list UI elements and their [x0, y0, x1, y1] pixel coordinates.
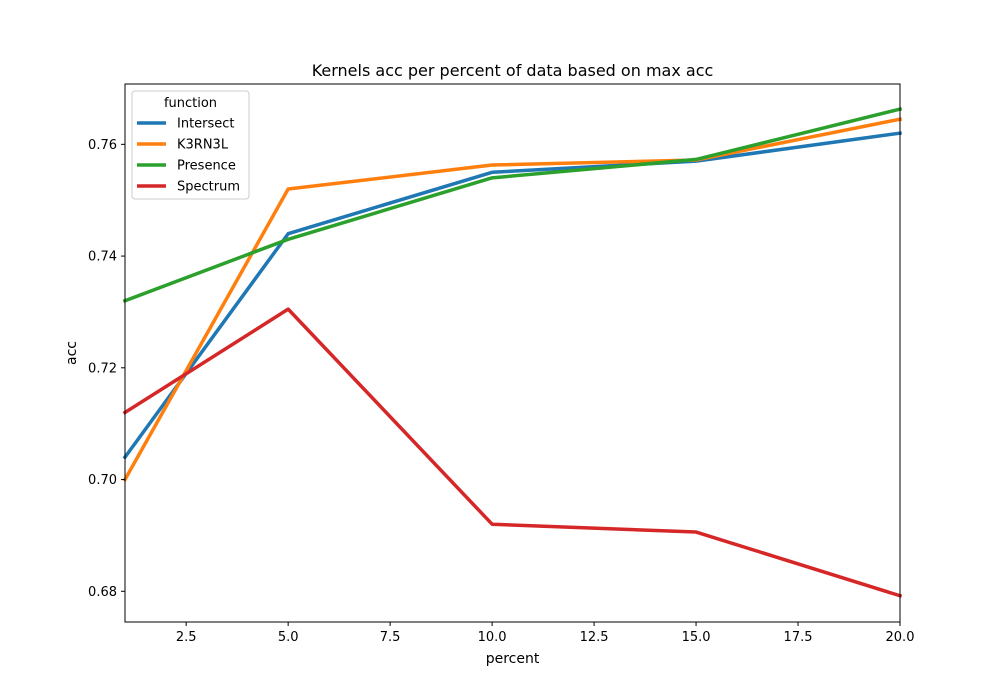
x-tick-label: 20.0 — [886, 630, 915, 645]
plot-area — [125, 84, 900, 622]
y-axis-label: acc — [64, 341, 80, 365]
x-tick-label: 7.5 — [380, 630, 401, 645]
x-axis-label: percent — [486, 651, 540, 667]
series-line-k3rn3l — [122, 117, 903, 482]
chart-title: Kernels acc per percent of data based on… — [312, 61, 714, 80]
y-tick-label: 0.72 — [88, 361, 117, 376]
series-line-spectrum — [122, 307, 903, 598]
legend-label-presence: Presence — [177, 159, 236, 174]
legend-label-intersect: Intersect — [177, 117, 235, 132]
y-tick-label: 0.68 — [88, 585, 117, 600]
legend-box — [131, 90, 250, 200]
y-tick-label: 0.76 — [88, 138, 117, 153]
x-tick-label: 15.0 — [682, 630, 711, 645]
plot-frame — [124, 83, 901, 623]
x-tick-label: 12.5 — [580, 630, 609, 645]
y-tick-label: 0.74 — [88, 250, 117, 265]
legend: function Intersect K3RN3L Presence Spectrum — [131, 90, 250, 200]
x-axis-ticks: 2.5 5.0 7.5 10.0 12.5 15.0 17.5 20.0 — [176, 622, 915, 645]
x-tick-label: 17.5 — [784, 630, 813, 645]
legend-label-k3rn3l: K3RN3L — [177, 138, 229, 153]
series-line-presence — [122, 107, 903, 304]
legend-label-spectrum: Spectrum — [177, 180, 240, 195]
y-tick-label: 0.70 — [88, 473, 117, 488]
series-layer — [122, 107, 903, 598]
legend-title: function — [164, 96, 217, 111]
legend-items: Intersect K3RN3L Presence Spectrum — [137, 117, 240, 195]
x-tick-label: 10.0 — [478, 630, 507, 645]
series-line-intersect — [122, 131, 902, 460]
x-tick-label: 5.0 — [278, 630, 299, 645]
x-tick-label: 2.5 — [176, 630, 197, 645]
y-axis-ticks: 0.68 0.70 0.72 0.74 0.76 — [88, 138, 125, 600]
